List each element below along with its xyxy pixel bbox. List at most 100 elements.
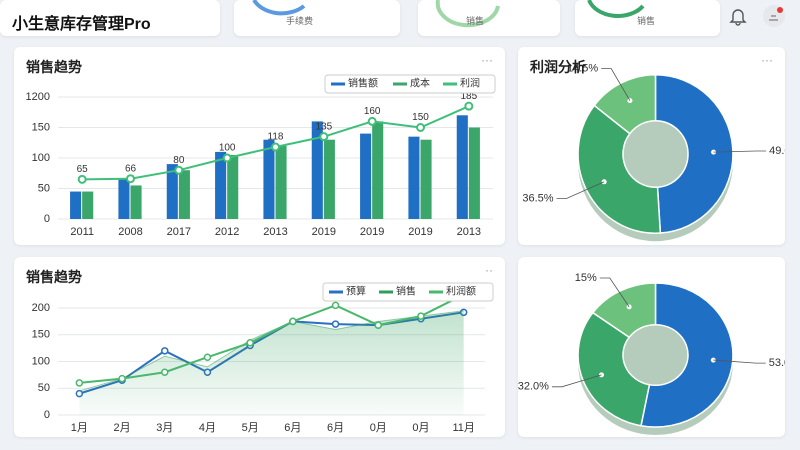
menu[interactable]: ··· — [481, 53, 493, 67]
bar — [178, 170, 190, 219]
bar — [70, 191, 82, 219]
point — [271, 142, 280, 152]
legend-label: 成本 — [410, 77, 430, 90]
y-tick-label: 1200 — [26, 91, 50, 103]
y-tick-label: 50 — [38, 382, 50, 394]
bar — [130, 185, 142, 219]
point — [417, 312, 425, 320]
panel-title: 销售趋势 — [26, 269, 82, 285]
legend-label: 预算 — [346, 285, 366, 298]
area — [79, 310, 464, 415]
point — [246, 339, 254, 347]
legend-label: 利润 — [460, 77, 480, 90]
x-tick-label: 2013 — [263, 226, 287, 238]
slice — [577, 311, 651, 427]
stat-card[interactable]: 销售 — [575, 0, 720, 36]
bar — [408, 136, 420, 219]
legend-label: 销售额 — [348, 77, 378, 90]
point — [174, 165, 184, 175]
data-label: 135 — [315, 121, 332, 132]
slice — [591, 282, 657, 339]
data-label: 150 — [412, 112, 429, 123]
x-tick-label: 2008 — [118, 226, 142, 238]
chart: 0 50 100 150 1200 2011 2008 2017 2012 2013 2019 201… — [26, 74, 496, 238]
point — [331, 301, 340, 310]
x-tick-label: 3月 — [156, 422, 173, 434]
y-tick-label: 0 — [44, 213, 50, 225]
x-tick-label: 2019 — [312, 226, 336, 238]
point — [222, 153, 232, 163]
chart: 49.0% 36.5% 14.5% — [522, 63, 785, 242]
panel: 0 50 100 150 1200 2011 2008 2017 2012 2013 2019 201… — [14, 47, 505, 245]
leader-line — [713, 150, 767, 153]
x-tick-label: 2月 — [113, 422, 130, 434]
avatar[interactable] — [762, 4, 786, 28]
x-tick-label: 2011 — [70, 226, 94, 238]
bar — [456, 115, 468, 219]
bar — [118, 179, 130, 219]
panel-title: 利润分析 — [530, 59, 586, 75]
point — [374, 321, 382, 329]
app-title: 小生意库存管理Pro — [12, 16, 151, 33]
legend-label: 利润额 — [446, 285, 476, 298]
bar — [311, 121, 323, 219]
chart: 53.0% 32.0% 15% — [518, 272, 785, 435]
menu[interactable]: ··· — [761, 53, 773, 67]
y-tick-label: 100 — [32, 152, 50, 164]
chart: 0 50 100 150 200 1月 2月 3月 4月 5月 6月 6月 0月 0月 11月 预算 销售 利润额 — [32, 282, 494, 434]
data-label: 49.0% — [769, 145, 785, 157]
x-tick-label: 0月 — [370, 422, 387, 434]
x-tick-label: 6月 — [327, 422, 344, 434]
point — [319, 132, 329, 142]
stat-card[interactable]: 手续费 — [234, 0, 400, 36]
x-tick-label: 0月 — [412, 422, 429, 434]
data-label: 65 — [77, 164, 89, 175]
menu[interactable]: ·· — [485, 263, 493, 277]
data-label: 100 — [219, 143, 236, 154]
bar — [360, 133, 372, 219]
point — [331, 320, 340, 328]
card-label: 销售 — [466, 16, 485, 26]
y-tick-label: 50 — [38, 182, 50, 194]
bar — [263, 139, 275, 219]
point — [464, 101, 474, 111]
bell-icon[interactable] — [728, 6, 748, 26]
data-label: 14.5% — [567, 63, 598, 75]
y-tick-label: 150 — [32, 121, 50, 133]
y-tick-label: 200 — [32, 302, 50, 314]
data-label: 53.0% — [769, 357, 785, 369]
bar — [420, 139, 432, 219]
slice-dot — [710, 357, 716, 363]
x-tick-label: 6月 — [284, 422, 301, 434]
stat-card[interactable]: 销售 — [418, 0, 560, 36]
bar — [468, 127, 480, 219]
ring — [587, 0, 645, 18]
data-label: 185 — [460, 91, 477, 102]
point — [75, 379, 84, 387]
panel-title: 销售趋势 — [26, 59, 82, 75]
point — [161, 347, 169, 355]
legend: 销售额 成本 利润 — [324, 74, 496, 94]
x-tick-label: 4月 — [199, 422, 216, 434]
x-tick-label: 2019 — [408, 226, 432, 238]
slice — [640, 282, 734, 428]
x-tick-label: 2012 — [215, 226, 239, 238]
x-tick-label: 2019 — [360, 226, 384, 238]
legend-label: 销售 — [396, 285, 416, 298]
bar — [372, 121, 384, 219]
slice — [654, 74, 734, 234]
bar — [82, 191, 94, 219]
point — [367, 116, 377, 126]
x-tick-label: 2013 — [457, 226, 481, 238]
slice — [593, 74, 657, 135]
slice-dot — [627, 98, 633, 104]
card-label: 手续费 — [286, 16, 314, 26]
point — [118, 374, 126, 383]
data-label: 66 — [125, 163, 137, 174]
y-tick-label: 100 — [32, 355, 50, 367]
line — [79, 293, 465, 384]
point — [77, 174, 87, 184]
leader-line — [599, 277, 630, 308]
point — [203, 353, 212, 361]
